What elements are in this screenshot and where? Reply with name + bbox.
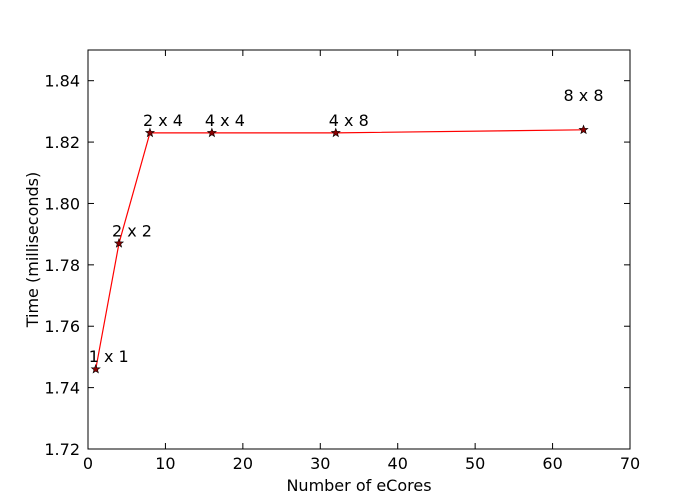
data-point-marker — [330, 127, 341, 138]
y-tick-label: 1.72 — [44, 440, 80, 459]
x-tick-label: 50 — [465, 454, 485, 473]
data-point-marker — [206, 127, 217, 138]
y-tick-label: 1.84 — [44, 72, 80, 91]
data-point-label: 8 x 8 — [564, 86, 604, 105]
plot-area-frame — [87, 49, 631, 450]
x-tick-label: 20 — [233, 454, 253, 473]
data-point-label: 4 x 8 — [329, 111, 369, 130]
y-axis-label: Time (milliseconds) — [23, 172, 42, 329]
y-tick-label: 1.78 — [44, 256, 80, 275]
x-tick-label: 0 — [83, 454, 93, 473]
data-point-marker — [90, 363, 101, 374]
data-point-label: 2 x 2 — [112, 221, 152, 240]
x-tick-label: 30 — [310, 454, 330, 473]
x-tick-label: 60 — [542, 454, 562, 473]
x-tick-label: 10 — [155, 454, 175, 473]
data-point-label: 4 x 4 — [205, 111, 245, 130]
x-axis-label: Number of eCores — [286, 476, 431, 495]
x-tick-label: 40 — [388, 454, 408, 473]
x-tick-label: 70 — [620, 454, 640, 473]
data-point-label: 2 x 4 — [143, 111, 183, 130]
series-line — [95, 129, 584, 370]
data-point-marker — [144, 127, 156, 138]
y-tick-label: 1.74 — [44, 379, 80, 398]
y-tick-label: 1.80 — [44, 194, 80, 213]
data-point-label: 1 x 1 — [89, 347, 129, 366]
y-tick-label: 1.82 — [44, 133, 80, 152]
y-tick-label: 1.76 — [44, 317, 80, 336]
data-point-marker — [113, 238, 125, 248]
data-point-marker — [578, 124, 589, 135]
